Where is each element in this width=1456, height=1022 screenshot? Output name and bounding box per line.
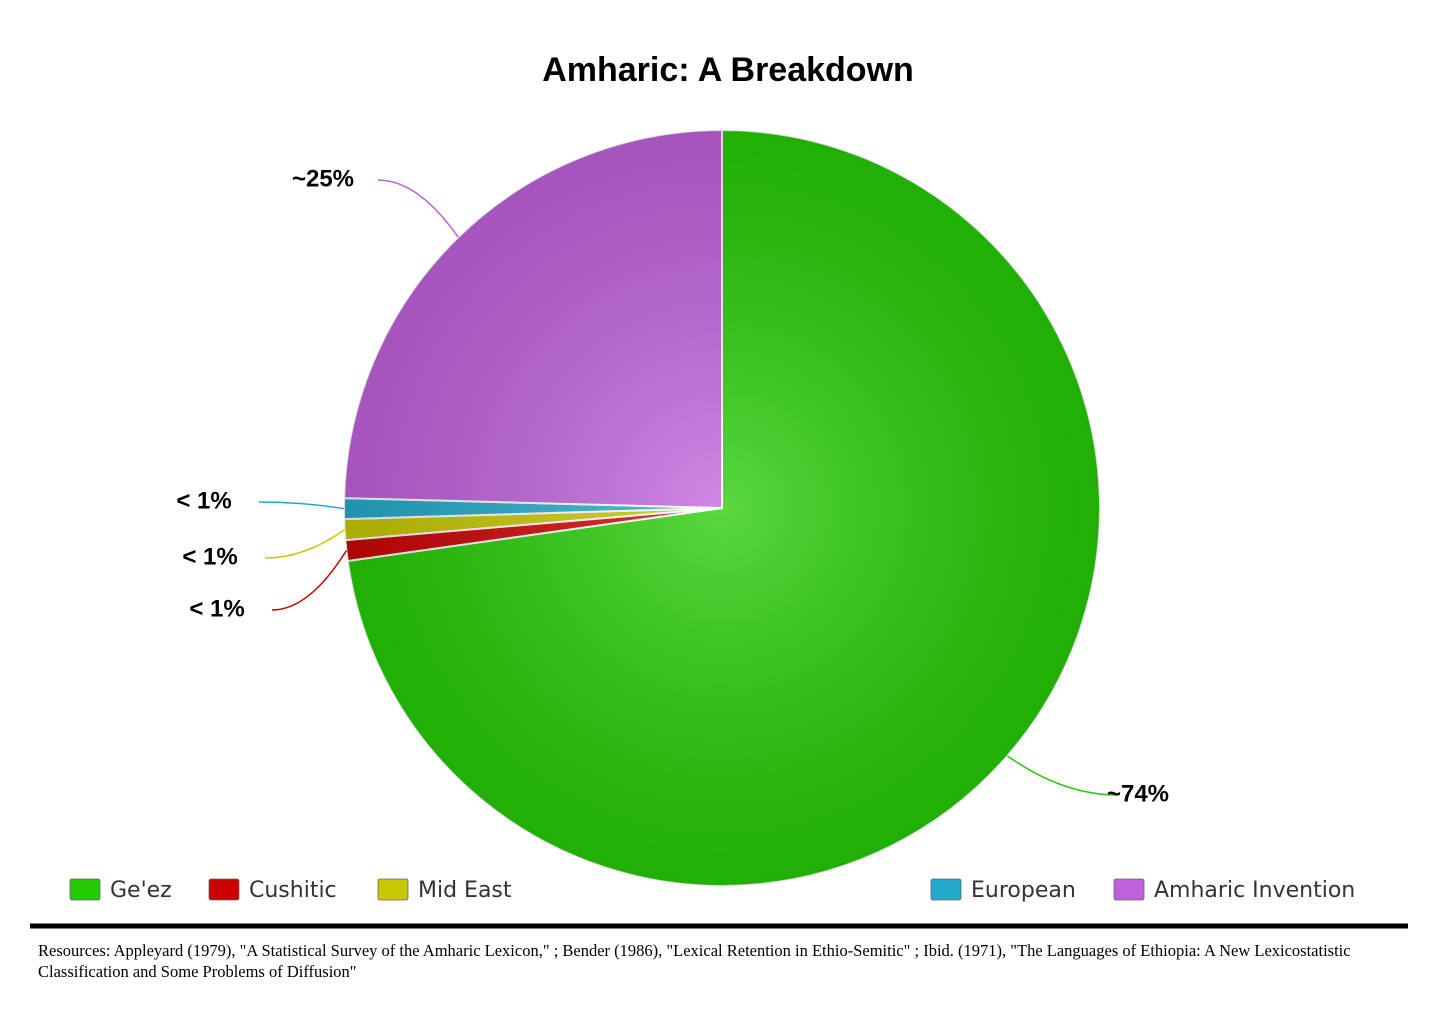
legend-label: Cushitic — [249, 878, 337, 903]
leader-line — [377, 179, 459, 238]
source-note: Resources: Appleyard (1979), "A Statisti… — [38, 941, 1351, 981]
leader-line — [271, 550, 348, 611]
leader-line — [258, 501, 345, 510]
legend-label: Mid East — [418, 878, 512, 903]
data-label: < 1% — [176, 487, 231, 514]
data-label: < 1% — [182, 543, 237, 570]
legend-swatch — [377, 878, 409, 901]
chart-title: Amharic: A Breakdown — [542, 51, 914, 89]
legend-label: Ge'ez — [110, 878, 172, 903]
legend-label: Amharic Invention — [1154, 878, 1355, 903]
data-label: ~25% — [292, 165, 354, 192]
legend-swatch — [69, 878, 101, 901]
legend-swatch — [930, 878, 962, 901]
leader-line — [1006, 755, 1119, 796]
legend-swatch — [1113, 878, 1145, 901]
data-label: < 1% — [189, 595, 244, 622]
data-label: ~74% — [1107, 780, 1169, 807]
pie-slice — [343, 128, 723, 510]
pie — [343, 128, 1101, 887]
leader-line — [264, 528, 346, 559]
legend-swatch — [208, 878, 240, 901]
legend-label: European — [971, 878, 1076, 903]
